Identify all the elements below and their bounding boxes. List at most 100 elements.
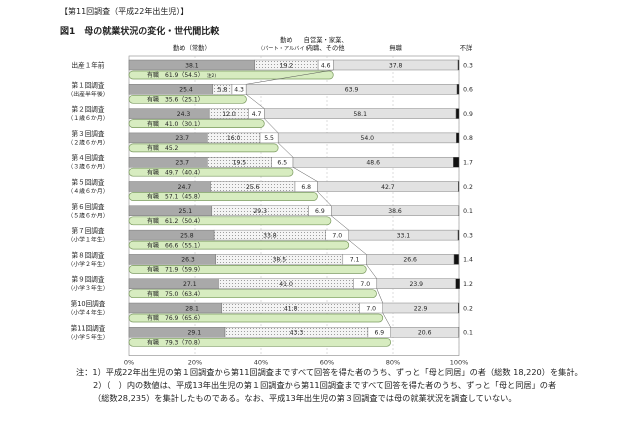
bar-segment <box>128 278 219 289</box>
category-label: （５歳６か月） <box>67 211 108 219</box>
employed-bar <box>128 240 350 250</box>
bar-row: 第11回調査（小学５年生） 29.1 43.3 6.9 20.6 0.1 有職 79.3（7… <box>67 323 473 347</box>
data-label: 1.4 <box>463 257 473 264</box>
employed-bar <box>128 289 377 299</box>
footnote-3: （総数28,235）を集計したものである。なお、平成13年出生児の第３回調査では… <box>93 393 517 403</box>
bar-row: 第８回調査（小学２年生） 26.3 38.5 7.1 26.6 1.4 有職 71.9（59… <box>67 250 473 279</box>
data-label: 42.7 <box>381 184 395 191</box>
data-label: 19.5 <box>233 160 247 167</box>
data-label: 29.1 <box>188 330 202 337</box>
category-label: 出産１年前 <box>72 61 105 70</box>
employed-label: 有職 61.2（50.4） <box>147 217 204 225</box>
bar-segment <box>458 302 460 314</box>
employed-label: 有職 35.6（25.1） <box>147 96 204 104</box>
bar-row: 第４回調査（３歳６か月） 23.7 19.5 6.5 48.6 1.7 有職 49.7（40… <box>67 153 473 182</box>
data-label: 63.9 <box>345 87 359 94</box>
bar-segment <box>128 84 214 95</box>
connector-line <box>246 69 334 85</box>
employed-bar <box>128 143 279 153</box>
data-label: 26.6 <box>403 257 417 264</box>
bar-segment <box>128 181 211 192</box>
employed-label: 有職 76.9（65.6） <box>147 314 204 322</box>
connector-line <box>382 312 391 328</box>
data-label: 29.3 <box>253 208 267 215</box>
bar-row: 第１回調査（出産半年後） 25.4 5.8 4.3 63.9 0.6 有職 35.6（25.… <box>67 80 473 109</box>
connector-line <box>317 191 332 206</box>
bar-row: 第９回調査（小学３年生） 27.1 41.0 7.0 23.9 1.2 有職 75.0（63… <box>67 275 473 304</box>
bar-segment <box>453 156 460 168</box>
employed-label: 有職 57.1（45.8） <box>147 193 204 201</box>
category-label: （４歳６か月） <box>67 187 108 195</box>
bar-segment <box>455 108 460 119</box>
x-tick-label: 60% <box>320 359 334 367</box>
category-label: 第11回調査 <box>71 323 106 332</box>
data-label: 6.9 <box>374 330 384 337</box>
legend-label: 勤め <box>280 35 293 44</box>
bar-row: 第３回調査（２歳６か月） 23.7 16.0 5.5 54.0 0.8 有職 45.2 <box>67 129 473 158</box>
connector-line <box>245 94 265 109</box>
category-label: 第10回調査 <box>71 299 106 308</box>
data-label: 25.1 <box>179 208 193 215</box>
data-label: 4.3 <box>234 87 244 94</box>
data-label: 0.2 <box>463 305 473 312</box>
employed-bar <box>128 192 318 201</box>
data-label: 43.3 <box>290 330 304 337</box>
legend-label: （パート・アルバイト） <box>258 45 315 52</box>
employed-bar <box>128 313 384 323</box>
footnote-1: 注：1）平成22年出生児の第１回調査から第11回調査まですべて回答を得た者のうち… <box>76 367 583 377</box>
bar-segment <box>453 254 459 265</box>
data-label: 0.6 <box>463 87 473 94</box>
x-tick-label: 20% <box>188 359 202 367</box>
employed-label: 有職 79.3（70.8） <box>147 339 204 347</box>
data-label: 25.6 <box>246 184 260 191</box>
data-label: 33.8 <box>263 232 277 239</box>
bar-segment <box>457 59 460 71</box>
x-tick-label: 40% <box>254 359 268 367</box>
data-label: 41.0 <box>279 281 293 288</box>
bar-segment <box>457 229 460 241</box>
bar-segment <box>456 132 460 144</box>
bar-segment <box>128 156 208 168</box>
category-label: （小学２年生） <box>67 260 108 268</box>
data-label: 1.7 <box>463 160 473 167</box>
employed-label: 有職 41.0（30.1） <box>147 120 204 128</box>
footnote-2: 2）（ ）内の数値は、平成13年出生児の第１回調査から第11回調査まですべて回答… <box>93 380 557 390</box>
data-label: 38.6 <box>388 208 402 215</box>
connector-line <box>348 239 367 255</box>
data-label: 0.1 <box>463 330 473 337</box>
bar-row: 出産１年前 38.1 19.2 4.6 37.8 0.3 有職 61.9（54.5） 注2) <box>72 59 473 85</box>
data-label: 24.7 <box>178 184 192 191</box>
data-label: 22.9 <box>414 305 428 312</box>
legend-label: 自営業・家業、 <box>304 35 348 44</box>
survey-header: 【第11回調査（平成22年出生児）】 <box>60 7 189 16</box>
category-label: （小学１年生） <box>67 236 108 244</box>
bar-segment <box>128 254 216 265</box>
employed-bar <box>128 216 332 226</box>
data-label: 6.5 <box>277 160 287 167</box>
data-label: 23.9 <box>409 281 423 288</box>
x-tick-label: 100% <box>450 359 469 367</box>
data-label: 5.5 <box>264 135 274 142</box>
data-label: 26.3 <box>181 257 195 264</box>
bar-segment <box>128 327 226 338</box>
legend-label: 内職、その他 <box>307 43 345 52</box>
category-label: 第５回調査 <box>72 178 105 187</box>
legend-label: 勤め（常勤） <box>173 43 211 52</box>
data-label: 0.2 <box>463 184 473 191</box>
data-label: 58.1 <box>353 111 367 118</box>
data-label: 7.0 <box>366 305 376 312</box>
category-label: 第１回調査 <box>72 80 105 89</box>
employed-bar <box>128 94 247 104</box>
connector-line <box>366 264 378 279</box>
data-label: 12.0 <box>222 111 236 118</box>
note-marker: 注2) <box>207 72 216 79</box>
data-label: 7.1 <box>350 257 360 264</box>
category-label: （１歳６か月） <box>67 114 108 122</box>
bar-segment <box>128 108 210 119</box>
category-label: （２歳６か月） <box>67 138 108 146</box>
data-label: 27.1 <box>183 281 197 288</box>
data-label: 6.8 <box>301 184 311 191</box>
category-label: （出産半年後） <box>67 90 108 98</box>
bar-segment <box>128 302 222 314</box>
